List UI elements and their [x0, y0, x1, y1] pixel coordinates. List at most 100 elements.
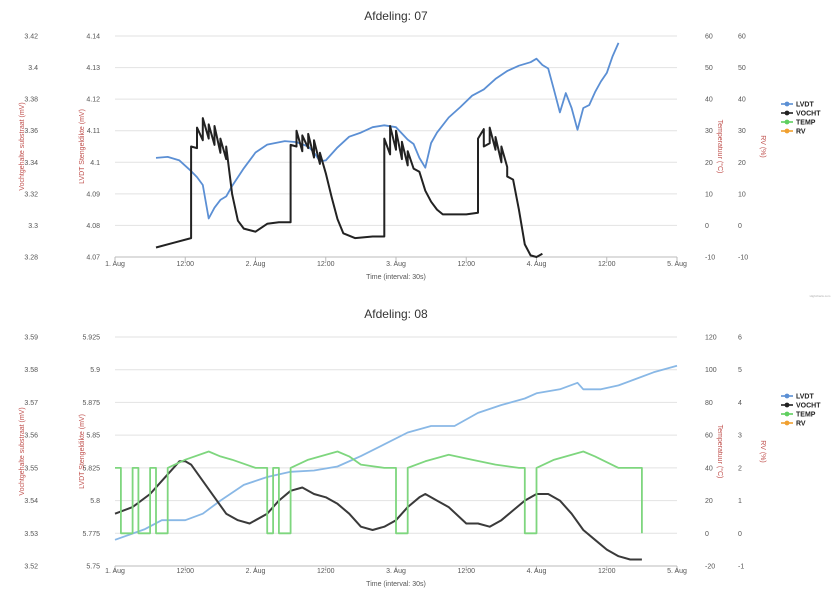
- chart-title: Afdeling: 08: [364, 307, 428, 321]
- x-tick-label: 2. Aug: [246, 568, 266, 575]
- axis-title: Temperatuur (°C): [716, 425, 724, 479]
- legend-item-vocht: VOCHT: [781, 403, 821, 410]
- y-tick-label: 20: [705, 498, 713, 505]
- y-tick-label: 3.36: [24, 128, 38, 135]
- y-tick-label: 10: [705, 191, 713, 198]
- axis-temp: -10 0 10 20 30 40 50 60 Temperatuur (°C): [705, 34, 724, 262]
- x-tick-label: 12:00: [598, 261, 616, 268]
- y-tick-label: 3.32: [24, 191, 38, 198]
- credits-link: Highcharts.com: [810, 294, 831, 298]
- x-tick-label: 12:00: [176, 261, 194, 268]
- y-tick-label: 120: [705, 335, 717, 342]
- x-tick-label: 3. Aug: [386, 568, 406, 575]
- y-tick-label: 10: [738, 191, 746, 198]
- y-tick-label: 60: [738, 34, 746, 41]
- y-tick-label: 80: [705, 400, 713, 407]
- legend-marker: [784, 110, 790, 116]
- axis-temp: -20 0 20 40 60 80 100 120 Temperatuur (°C): [705, 335, 724, 571]
- y-tick-label: 30: [738, 128, 746, 135]
- axis-lvdt: 4.07 4.08 4.09 4.1 4.11 4.12 4.13 4.14 LVDT Sten…: [79, 34, 100, 262]
- y-tick-label: 50: [705, 65, 713, 72]
- legend-item-lvdt: LVDT: [781, 394, 814, 401]
- legend-label: RV: [796, 129, 806, 136]
- y-tick-label: 4.11: [87, 128, 100, 135]
- y-tick-label: 50: [738, 65, 746, 72]
- chart-title: Afdeling: 07: [364, 9, 428, 23]
- legend-item-vocht: VOCHT: [781, 111, 821, 118]
- y-tick-label: 4.07: [86, 255, 100, 262]
- y-tick-label: 5.925: [82, 335, 100, 342]
- y-tick-label: 20: [705, 160, 713, 167]
- y-tick-label: 3.54: [24, 498, 38, 505]
- y-tick-label: 3.55: [24, 465, 38, 472]
- y-tick-label: 4.14: [86, 34, 100, 41]
- series-line-temp: [115, 450, 643, 535]
- series-line-vocht: [114, 460, 642, 561]
- legend: LVDT VOCHT TEMP RV: [781, 394, 821, 428]
- legend-label: TEMP: [796, 120, 816, 127]
- axis-title: RV (%): [759, 440, 766, 462]
- y-tick-label: 1: [738, 498, 742, 505]
- legend-marker: [784, 101, 790, 107]
- y-tick-label: 5: [738, 367, 742, 374]
- legend-marker: [784, 128, 790, 134]
- y-tick-label: 3.59: [24, 335, 38, 342]
- legend-marker: [784, 393, 790, 399]
- legend-label: RV: [796, 421, 806, 428]
- y-tick-label: 0: [705, 531, 709, 538]
- x-tick-label: 2. Aug: [246, 261, 266, 268]
- x-tick-label: 12:00: [176, 568, 194, 575]
- legend-item-temp: TEMP: [781, 120, 816, 127]
- x-axis-title: Time (interval: 30s): [366, 581, 426, 588]
- x-tick-label: 1. Aug: [105, 261, 125, 268]
- y-tick-label: 60: [705, 34, 713, 41]
- y-tick-label: 4.13: [86, 65, 100, 72]
- y-tick-label: -10: [705, 255, 715, 262]
- series-line-vocht: [155, 117, 543, 258]
- y-tick-label: 40: [705, 465, 713, 472]
- series-line-lvdt: [114, 364, 678, 541]
- y-tick-label: 4.09: [86, 191, 100, 198]
- y-tick-label: 3.38: [24, 97, 38, 104]
- y-tick-label: 3.52: [24, 564, 38, 571]
- y-tick-label: 3.58: [24, 367, 38, 374]
- axis-lvdt: 5.75 5.775 5.8 5.825 5.85 5.875 5.9 5.925 LVDT S…: [79, 335, 100, 571]
- y-tick-label: 5.75: [86, 564, 100, 571]
- y-tick-label: 5.875: [82, 400, 100, 407]
- y-tick-label: 3: [738, 433, 742, 440]
- chart-afdeling-07: Afdeling: 073.283.33.323.343.363.383.43.…: [19, 9, 831, 298]
- x-tick-label: 1. Aug: [105, 568, 125, 575]
- x-axis: 1. Aug 12:00 2. Aug 12:00 3. Aug 12:00 4. Aug 1…: [105, 257, 687, 281]
- y-tick-label: 3.53: [24, 531, 38, 538]
- x-tick-label: 12:00: [598, 568, 616, 575]
- y-tick-label: -10: [738, 255, 748, 262]
- legend-marker: [784, 119, 790, 125]
- legend-marker: [784, 420, 790, 426]
- x-tick-label: 12:00: [317, 261, 335, 268]
- legend-label: LVDT: [796, 102, 814, 109]
- y-tick-label: -20: [705, 564, 715, 571]
- y-tick-label: 4.12: [86, 97, 100, 104]
- y-tick-label: 0: [738, 223, 742, 230]
- y-tick-label: 5.825: [82, 465, 100, 472]
- y-tick-label: 100: [705, 367, 717, 374]
- x-tick-label: 3. Aug: [386, 261, 406, 268]
- y-tick-label: 2: [738, 465, 742, 472]
- y-tick-label: 4: [738, 400, 742, 407]
- legend: LVDT VOCHT TEMP RV: [781, 102, 821, 136]
- x-tick-label: 4. Aug: [527, 261, 547, 268]
- axis-rv: -10 0 10 20 30 40 50 60 RV (%): [738, 34, 766, 262]
- x-tick-label: 4. Aug: [527, 568, 547, 575]
- legend-marker: [784, 411, 790, 417]
- y-tick-label: 5.8: [90, 498, 100, 505]
- y-tick-label: 5.85: [86, 433, 100, 440]
- legend-label: TEMP: [796, 412, 816, 419]
- y-tick-label: 3.34: [24, 160, 38, 167]
- series-line-lvdt: [155, 42, 620, 220]
- axis-rv: -1 0 1 2 3 4 5 6 RV (%): [738, 335, 766, 571]
- legend-item-lvdt: LVDT: [781, 102, 814, 109]
- axis-title: RV (%): [759, 135, 766, 157]
- y-tick-label: 3.3: [28, 223, 38, 230]
- legend-marker: [784, 402, 790, 408]
